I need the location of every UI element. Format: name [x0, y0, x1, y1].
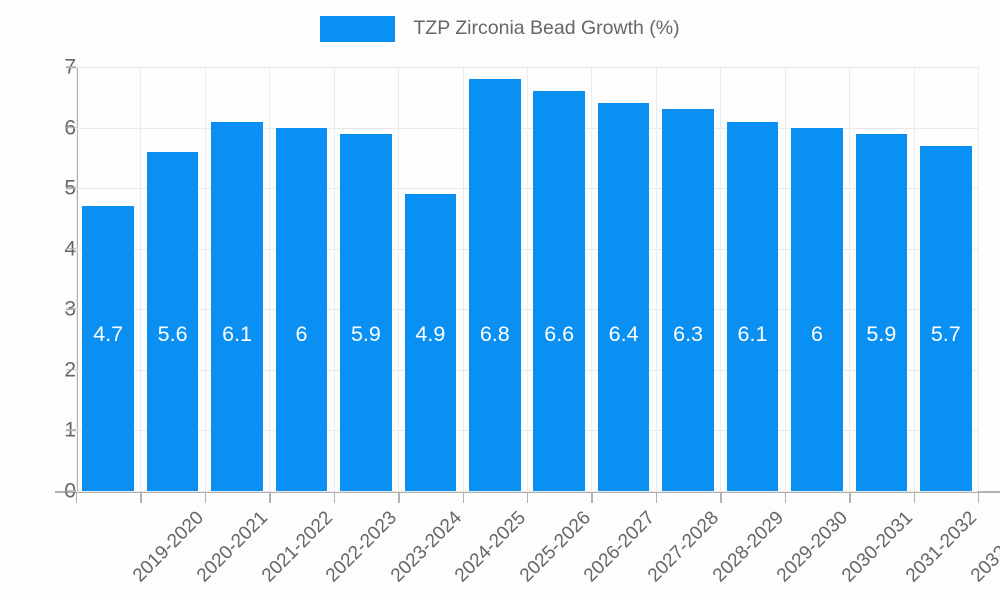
bar-value-label: 6.1 — [737, 321, 768, 346]
bar-value-label: 5.7 — [930, 321, 961, 346]
bar[interactable]: 5.9 — [340, 133, 392, 491]
gridline-vertical — [140, 67, 141, 491]
y-axis-ticks: 01234567 — [0, 0, 76, 600]
bar-value-label: 6.4 — [608, 321, 639, 346]
gridline-vertical — [463, 67, 464, 491]
gridline-vertical — [978, 67, 979, 491]
x-axis-tick-mark — [978, 492, 980, 503]
bar[interactable]: 6 — [275, 127, 328, 491]
gridline-horizontal — [76, 491, 978, 492]
plot-area: 4.7 5.6 6.1 6 5.9 4.9 6.8 6.6 6.4 6.3 6.1 6 5.9 5.7 — [76, 67, 979, 492]
gridline-vertical — [527, 67, 528, 491]
y-axis-tick-mark — [66, 369, 76, 371]
gridline-vertical — [849, 67, 850, 491]
y-axis-tick-mark — [66, 187, 76, 189]
bar[interactable]: 6.3 — [662, 109, 714, 491]
bar-value-label: 6.8 — [479, 321, 510, 346]
x-axis-tick-mark — [462, 492, 464, 503]
x-axis-tick-mark — [204, 492, 207, 503]
x-axis-tick-mark — [913, 492, 915, 503]
gridline-vertical — [398, 67, 399, 491]
y-axis-tick-mark — [66, 490, 76, 492]
x-axis-tick-mark — [849, 492, 851, 503]
bar[interactable]: 4.9 — [404, 194, 457, 491]
bar-value-label: 6.1 — [222, 321, 252, 346]
y-axis-tick-mark — [66, 126, 76, 129]
legend-color-swatch-icon — [320, 16, 396, 42]
x-axis-tick-mark — [76, 492, 78, 503]
bar-value-label: 5.6 — [157, 321, 188, 346]
bar[interactable]: 6.6 — [533, 91, 585, 491]
bar[interactable]: 6 — [791, 127, 843, 491]
bar-value-label: 6.3 — [673, 321, 703, 346]
gridline-vertical — [591, 67, 592, 491]
x-axis-tick-mark — [720, 492, 722, 503]
y-axis-tick-mark — [66, 429, 76, 432]
x-axis-tick-mark — [591, 492, 593, 503]
gridline-vertical — [720, 67, 721, 491]
bar-value-label: 4.9 — [415, 321, 446, 346]
x-axis-tick-mark — [655, 492, 658, 503]
x-axis-tick-mark — [333, 492, 336, 503]
bar[interactable]: 6.1 — [726, 121, 779, 491]
bar[interactable]: 5.9 — [855, 133, 908, 491]
gridline-vertical — [914, 67, 915, 491]
bar-value-label: 4.7 — [93, 321, 124, 346]
gridline-vertical — [334, 67, 335, 491]
gridline-vertical — [785, 67, 786, 491]
bar[interactable]: 5.7 — [920, 145, 972, 491]
y-axis-tick-mark — [66, 66, 76, 68]
bar-value-label: 5.9 — [350, 321, 381, 346]
gridline-vertical — [269, 67, 270, 491]
bar-value-label: 5.9 — [866, 321, 897, 346]
chart-legend: TZP Zirconia Bead Growth (%) — [0, 16, 1000, 42]
bar[interactable]: 4.7 — [82, 206, 134, 491]
legend-item-tzp-zirconia-bead-growth[interactable]: TZP Zirconia Bead Growth (%) — [320, 16, 680, 42]
x-axis-tick-mark — [527, 492, 529, 503]
x-axis-tick-mark — [140, 492, 142, 503]
gridline-vertical — [656, 67, 657, 491]
x-axis-tick-mark — [398, 492, 400, 503]
x-axis-tick-mark — [784, 492, 787, 503]
x-axis-tick-mark — [269, 492, 271, 503]
bar[interactable]: 6.4 — [597, 103, 650, 491]
bar-value-label: 6 — [295, 321, 308, 346]
gridline-vertical — [205, 67, 206, 491]
gridline-vertical — [76, 67, 77, 491]
y-axis-tick-mark — [66, 308, 76, 311]
bar-value-label: 6.6 — [544, 321, 575, 346]
bar[interactable]: 6.1 — [211, 121, 263, 491]
bar-value-label: 6 — [810, 321, 823, 346]
bar[interactable]: 5.6 — [146, 151, 199, 491]
y-axis-tick-mark — [66, 247, 76, 250]
bar[interactable]: 6.8 — [469, 79, 521, 491]
legend-label: TZP Zirconia Bead Growth (%) — [413, 17, 680, 40]
